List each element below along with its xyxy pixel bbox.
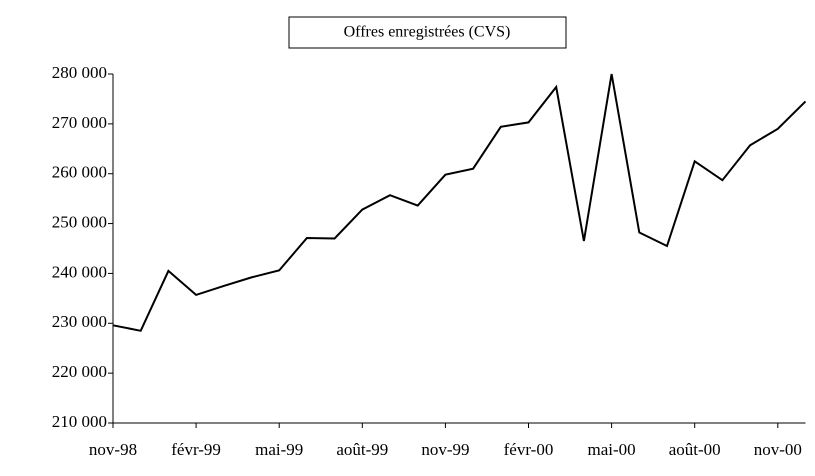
chart-title: Offres enregistrées (CVS) bbox=[344, 24, 511, 41]
x-tick-label: nov-99 bbox=[421, 440, 469, 459]
x-tick-label: mai-99 bbox=[255, 440, 303, 459]
line bbox=[112, 73, 807, 332]
y-tick-label: 230 000 bbox=[52, 312, 107, 331]
y-tick-label: 260 000 bbox=[52, 163, 107, 182]
title-box bbox=[288, 16, 567, 49]
x-tick-label: août-00 bbox=[669, 440, 721, 459]
x-tick-label: nov-98 bbox=[89, 440, 137, 459]
y-tick-label: 270 000 bbox=[52, 113, 107, 132]
x-tick-label: févr-99 bbox=[171, 440, 221, 459]
x-tick-label: mai-00 bbox=[588, 440, 636, 459]
y-tick-label: 240 000 bbox=[52, 262, 107, 281]
y-tick-label: 220 000 bbox=[52, 362, 107, 381]
x-tick-label: nov-00 bbox=[754, 440, 802, 459]
x-tick-label: févr-00 bbox=[504, 440, 554, 459]
x-tick-label: août-99 bbox=[336, 440, 388, 459]
y-tick-label: 250 000 bbox=[52, 212, 107, 231]
y-tick-label: 210 000 bbox=[52, 412, 107, 431]
y-tick-label: 280 000 bbox=[52, 63, 107, 82]
